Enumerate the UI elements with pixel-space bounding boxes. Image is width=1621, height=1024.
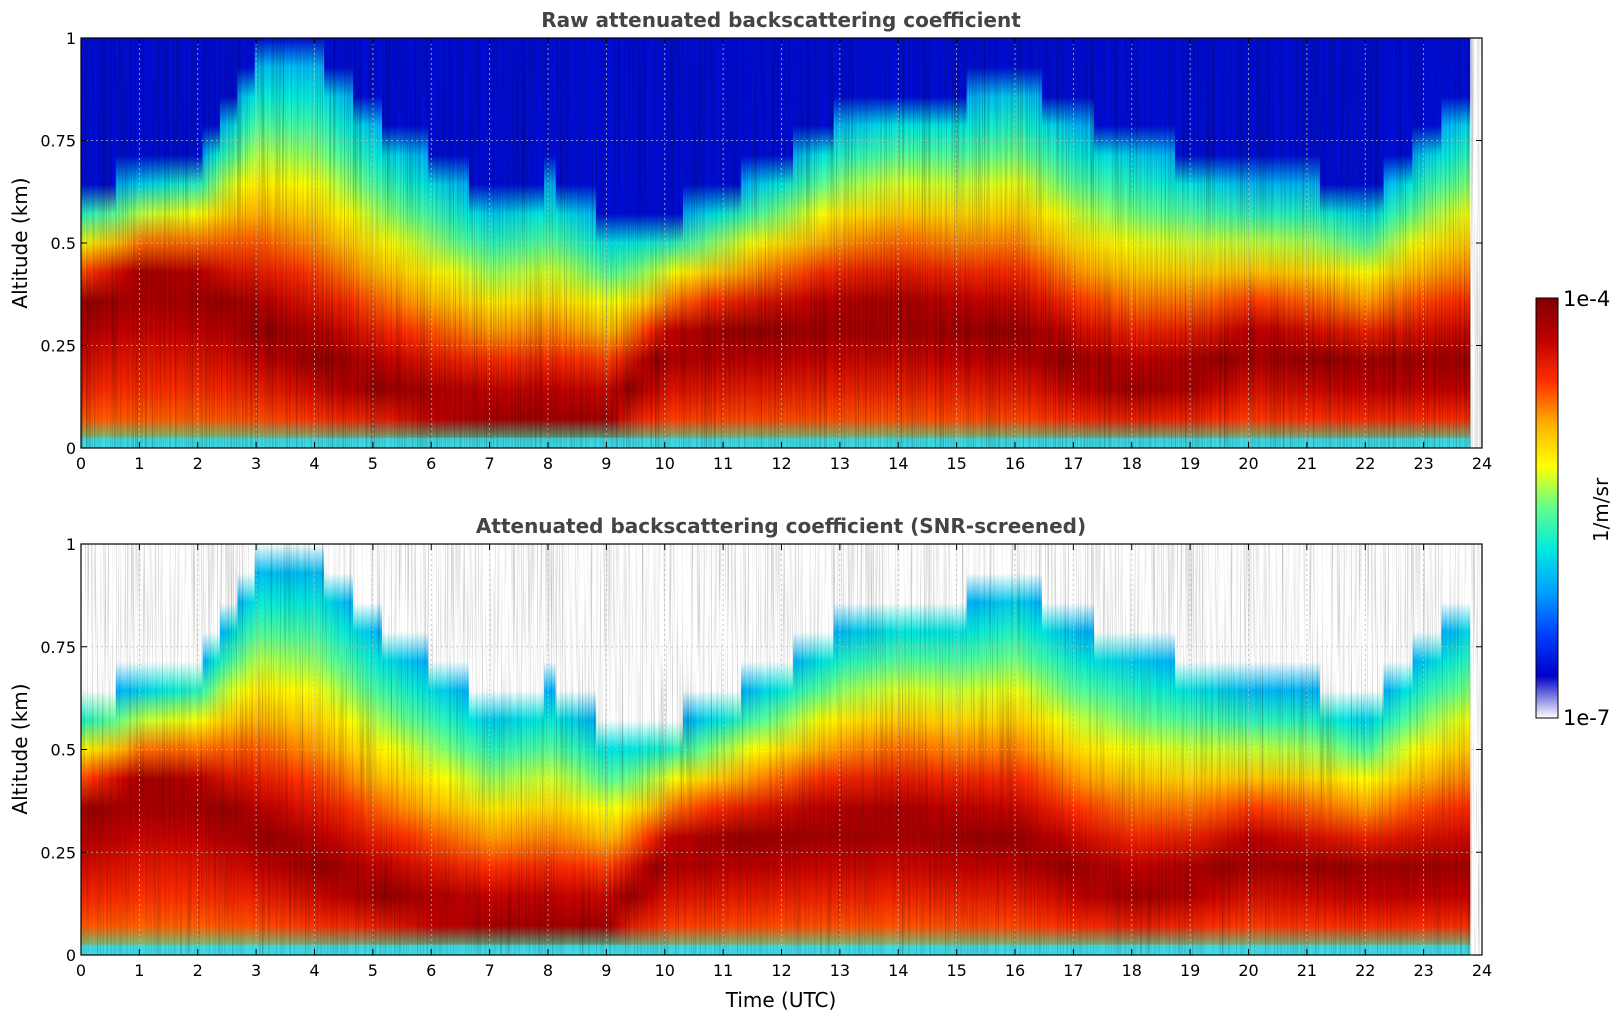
screened-y-ticks: 0 0.25 0.5 0.75 1 xyxy=(40,535,1482,965)
colorbar-max-label: 1e-4 xyxy=(1563,287,1610,311)
x-tick-label: 18 xyxy=(1122,961,1142,980)
x-tick-label: 3 xyxy=(251,454,261,473)
x-tick-label: 0 xyxy=(76,454,86,473)
x-tick-label: 9 xyxy=(601,961,611,980)
x-tick-label: 4 xyxy=(309,454,319,473)
x-tick-label: 8 xyxy=(543,961,553,980)
screened-y-axis-label: Altitude (km) xyxy=(8,683,32,814)
screened-x-ticks: 0 1 2 3 4 5 6 7 8 9 10 11 12 13 14 15 16 17 18 19 20 21 22 23 24 xyxy=(76,544,1492,980)
y-tick-label: 0 xyxy=(66,439,76,458)
x-tick-label: 7 xyxy=(485,961,495,980)
x-tick-label: 17 xyxy=(1063,454,1083,473)
x-tick-label: 15 xyxy=(946,454,966,473)
screened-panel-title: Attenuated backscattering coefficient (S… xyxy=(476,514,1086,538)
x-tick-label: 0 xyxy=(76,961,86,980)
raw-y-ticks: 0 0.25 0.5 0.75 1 xyxy=(40,29,1482,458)
y-tick-label: 0.25 xyxy=(40,843,76,862)
x-tick-label: 12 xyxy=(771,961,791,980)
raw-panel-title: Raw attenuated backscattering coefficien… xyxy=(541,8,1021,32)
x-tick-label: 24 xyxy=(1472,961,1492,980)
colorbar: 1e-4 1e-7 1/m/sr xyxy=(1535,287,1613,730)
y-tick-label: 1 xyxy=(66,535,76,554)
x-tick-label: 19 xyxy=(1180,454,1200,473)
y-tick-label: 0.5 xyxy=(51,741,76,760)
x-tick-label: 17 xyxy=(1063,961,1083,980)
y-tick-label: 0.5 xyxy=(51,234,76,253)
x-tick-label: 7 xyxy=(485,454,495,473)
x-tick-label: 2 xyxy=(193,961,203,980)
x-tick-label: 16 xyxy=(1005,454,1025,473)
x-tick-label: 24 xyxy=(1472,454,1492,473)
y-tick-label: 0.75 xyxy=(40,132,76,151)
x-tick-label: 16 xyxy=(1005,961,1025,980)
x-tick-label: 23 xyxy=(1413,961,1433,980)
x-tick-label: 21 xyxy=(1297,454,1317,473)
raw-y-axis-label: Altitude (km) xyxy=(8,177,32,308)
x-tick-label: 21 xyxy=(1297,961,1317,980)
x-tick-label: 2 xyxy=(193,454,203,473)
x-tick-label: 8 xyxy=(543,454,553,473)
x-tick-label: 11 xyxy=(713,454,733,473)
colorbar-unit-label: 1/m/sr xyxy=(1589,477,1613,542)
x-tick-label: 18 xyxy=(1122,454,1142,473)
colorbar-min-label: 1e-7 xyxy=(1563,706,1610,730)
screened-grid xyxy=(81,544,1482,955)
raw-backscatter-panel: Raw attenuated backscattering coefficien… xyxy=(8,8,1492,473)
raw-grid xyxy=(81,38,1482,448)
x-tick-label: 9 xyxy=(601,454,611,473)
x-tick-label: 6 xyxy=(426,454,436,473)
x-axis-label: Time (UTC) xyxy=(725,988,837,1012)
x-tick-label: 4 xyxy=(309,961,319,980)
x-tick-label: 3 xyxy=(251,961,261,980)
x-tick-label: 5 xyxy=(368,454,378,473)
y-tick-label: 0.75 xyxy=(40,638,76,657)
x-tick-label: 5 xyxy=(368,961,378,980)
x-tick-label: 23 xyxy=(1413,454,1433,473)
colorbar-scale xyxy=(1535,297,1559,719)
x-tick-label: 15 xyxy=(946,961,966,980)
x-tick-label: 22 xyxy=(1355,961,1375,980)
x-tick-label: 13 xyxy=(830,961,850,980)
x-tick-label: 1 xyxy=(134,961,144,980)
x-tick-label: 1 xyxy=(134,454,144,473)
x-tick-label: 10 xyxy=(655,961,675,980)
x-tick-label: 14 xyxy=(888,454,908,473)
x-tick-label: 13 xyxy=(830,454,850,473)
x-tick-label: 6 xyxy=(426,961,436,980)
raw-x-ticks: 0 1 2 3 4 5 6 7 8 9 10 11 12 13 14 15 16 17 18 19 20 21 22 23 24 xyxy=(76,38,1492,473)
x-tick-label: 14 xyxy=(888,961,908,980)
x-tick-label: 20 xyxy=(1238,454,1258,473)
x-tick-label: 12 xyxy=(771,454,791,473)
y-tick-label: 1 xyxy=(66,29,76,48)
x-tick-label: 22 xyxy=(1355,454,1375,473)
x-tick-label: 19 xyxy=(1180,961,1200,980)
y-tick-label: 0.25 xyxy=(40,337,76,356)
y-tick-label: 0 xyxy=(66,946,76,965)
x-tick-label: 10 xyxy=(655,454,675,473)
x-tick-label: 11 xyxy=(713,961,733,980)
screened-backscatter-panel: Attenuated backscattering coefficient (S… xyxy=(8,514,1492,1012)
x-tick-label: 20 xyxy=(1238,961,1258,980)
